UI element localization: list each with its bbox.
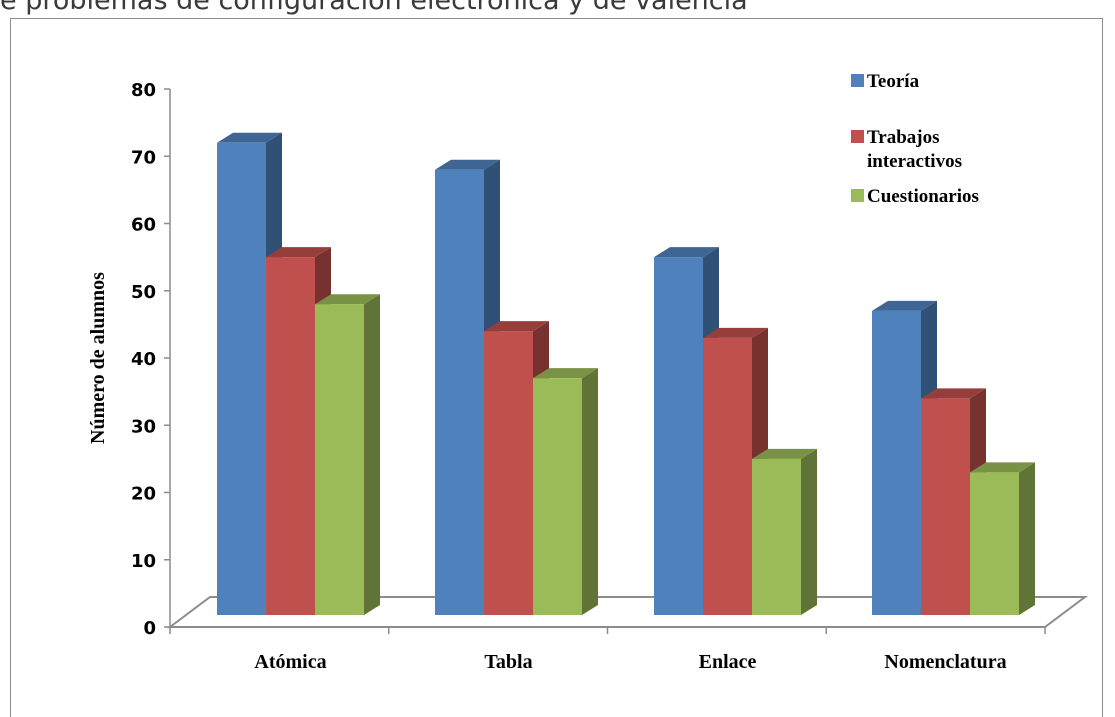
- y-tick-label: 10: [131, 551, 156, 572]
- x-category-label: Enlace: [699, 651, 757, 673]
- bar-front-face: [266, 257, 315, 615]
- bar-front-face: [315, 304, 364, 615]
- bar-top-face: [872, 300, 937, 311]
- bar-top-face: [703, 327, 768, 338]
- bar-tabla-2: [533, 368, 598, 615]
- y-tick-label: 80: [131, 80, 156, 101]
- bar-front-face: [654, 257, 703, 615]
- y-axis-label: Número de alumnos: [87, 272, 109, 444]
- bar-front-face: [484, 331, 533, 615]
- y-tick-label: 70: [131, 147, 156, 168]
- bars: [217, 132, 1035, 616]
- bar-front-face: [970, 472, 1019, 615]
- y-tick-label: 50: [131, 282, 156, 303]
- bar-front-face: [921, 398, 970, 615]
- chart-floor-plane: [167, 596, 1088, 628]
- bar-top-face: [435, 159, 500, 170]
- bar-front-face: [703, 337, 752, 615]
- cropped-caption-text: e problemas de configuración electrónica…: [0, 0, 748, 16]
- y-tick-label: 30: [131, 416, 156, 437]
- legend-label: Cuestionarios: [867, 186, 979, 207]
- bar-side-face: [364, 294, 380, 615]
- bar-top-face: [266, 247, 331, 258]
- legend-item: Trabajos interactivos: [851, 127, 962, 172]
- y-tick-label: 60: [131, 215, 156, 236]
- legend-swatch: [851, 130, 864, 143]
- bar-front-face: [435, 169, 484, 615]
- legend-swatch: [851, 189, 864, 202]
- x-category-label: Tabla: [484, 651, 532, 673]
- x-axis-labels: Atómica Tabla Enlace Nomenclatura: [254, 651, 1006, 673]
- bar-front-face: [533, 378, 582, 615]
- legend-label: Teoría: [867, 71, 920, 92]
- legend-item: Teoría: [851, 71, 920, 92]
- bar-top-face: [533, 368, 598, 379]
- bar-front-face: [872, 310, 921, 615]
- bar-top-face: [315, 294, 380, 305]
- chart-floor: [167, 596, 1088, 628]
- legend: Teoría Trabajos interactivos Cuestionarios: [851, 71, 979, 207]
- legend-item: Cuestionarios: [851, 186, 979, 207]
- x-category-label: Atómica: [254, 651, 326, 673]
- bar-enlace-2: [752, 448, 817, 615]
- bar-side-face: [801, 448, 817, 615]
- y-tick-label: 40: [131, 349, 156, 370]
- bar-top-face: [970, 462, 1035, 473]
- bar-side-face: [582, 368, 598, 615]
- legend-label-line: interactivos: [867, 151, 962, 172]
- y-axis: 0 10 20 30 40 50 60 70 80: [131, 80, 1046, 639]
- bar-front-face: [217, 142, 266, 616]
- y-tick-label: 0: [143, 618, 156, 639]
- bar-top-face: [921, 388, 986, 399]
- bar-atómica-2: [315, 294, 380, 615]
- x-category-label: Nomenclatura: [884, 651, 1006, 673]
- legend-label-line: Trabajos: [867, 127, 939, 148]
- bar-side-face: [1019, 462, 1035, 615]
- bar-top-face: [752, 448, 817, 459]
- bar-top-face: [484, 321, 549, 332]
- bar-top-face: [217, 132, 282, 143]
- bar-top-face: [654, 247, 719, 258]
- bar-nomenclatura-2: [970, 462, 1035, 615]
- legend-label: Trabajos interactivos: [867, 127, 962, 172]
- bar-front-face: [752, 458, 801, 615]
- y-tick-label: 20: [131, 484, 156, 505]
- legend-swatch: [851, 74, 864, 87]
